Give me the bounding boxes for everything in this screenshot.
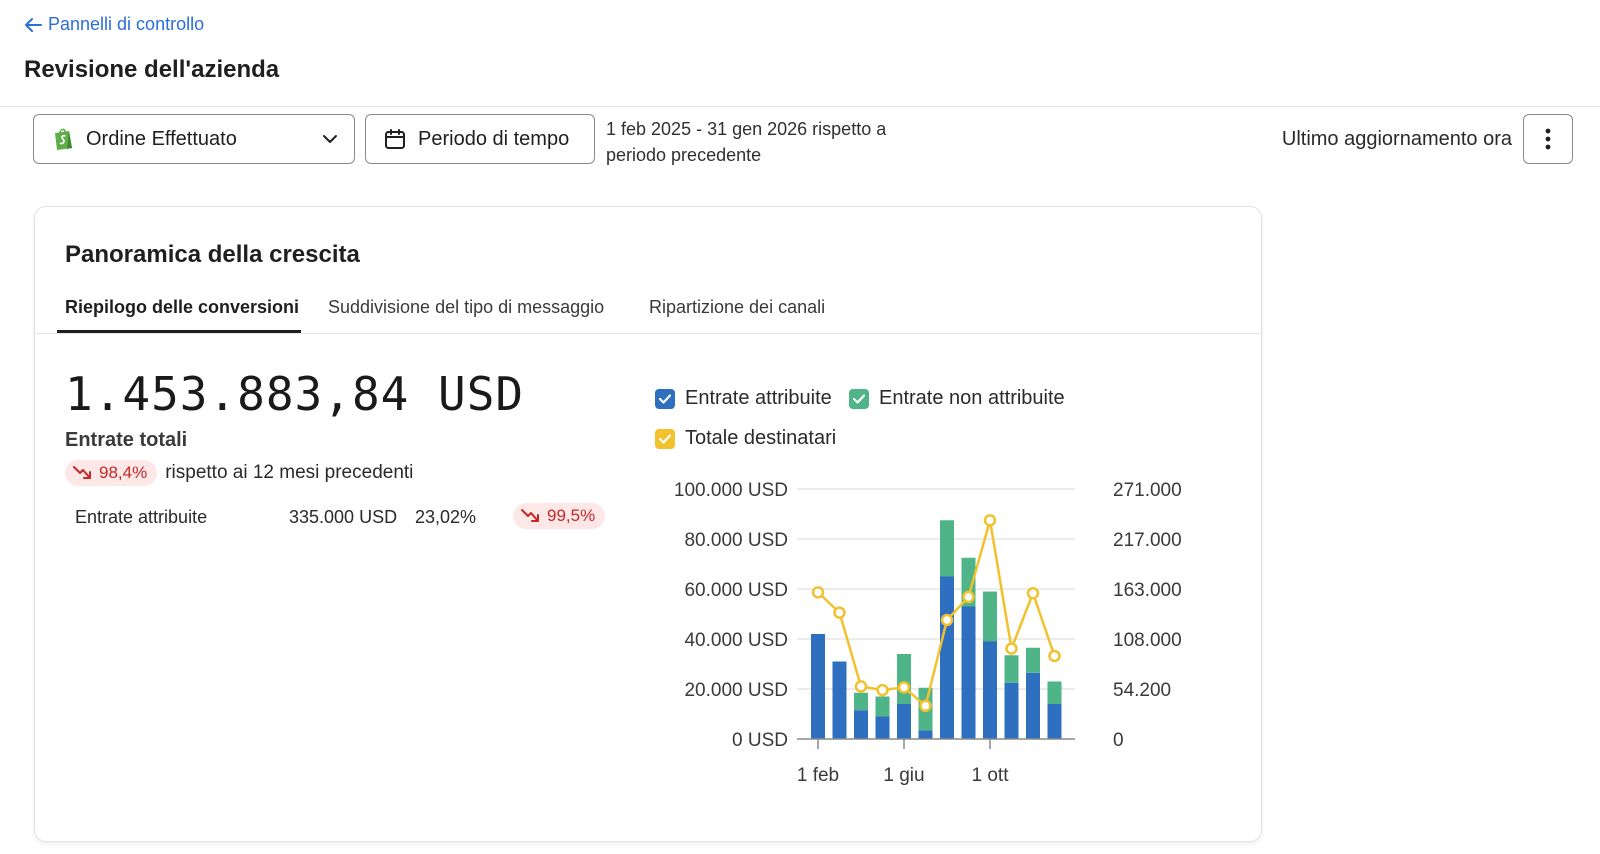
calendar-icon <box>385 129 405 149</box>
total-change-text: rispetto ai 12 mesi precedenti <box>165 462 414 483</box>
date-range-text: 1 feb 2025 - 31 gen 2026 rispetto a peri… <box>606 116 926 168</box>
metric-select[interactable]: Ordine Effettuato <box>33 114 355 164</box>
recipients-point <box>1026 586 1040 600</box>
x-tick-label: 1 giu <box>883 765 924 786</box>
trend-down-icon <box>521 509 539 522</box>
date-range-line2: periodo precedente <box>606 145 762 165</box>
y-tick-label-left: 60.000 USD <box>684 580 788 601</box>
recipients-point <box>940 613 954 627</box>
recipients-point <box>833 606 846 619</box>
bar-attributed <box>961 606 976 739</box>
bar-unattributed <box>1004 655 1019 683</box>
y-tick-label-right: 108.000 <box>1113 630 1182 651</box>
revenue-chart: 0 USD 0 20.000 USD 54.200 40.000 USD 108.000 6… <box>674 480 1182 786</box>
y-tick-label-right: 0 <box>1113 730 1124 751</box>
total-trend-row: 98,4% rispetto ai 12 mesi precedenti <box>65 460 413 486</box>
bar-attributed <box>897 704 911 739</box>
total-revenue-value: 1.453.883,84 USD <box>65 367 525 421</box>
header-divider <box>0 106 1600 107</box>
date-range-line1: 1 feb 2025 - 31 gen 2026 rispetto a <box>606 119 887 139</box>
recipients-point <box>811 586 825 599</box>
last-updated-text: Ultimo aggiornamento ora <box>1281 128 1512 150</box>
bar-unattributed <box>854 692 868 711</box>
attributed-change-badge: 99,5% <box>513 503 606 529</box>
bar-attributed <box>918 730 933 739</box>
arrow-left-icon <box>25 17 42 32</box>
legend-item-recipients[interactable]: Totale destinatari <box>655 427 836 450</box>
total-change-badge: 98,4% <box>65 460 158 486</box>
tabs-divider <box>35 333 1261 334</box>
checkbox-checked-icon <box>849 388 869 409</box>
bar-attributed <box>854 710 868 739</box>
bar-attributed <box>1047 704 1062 739</box>
y-tick-label-left: 100.000 USD <box>674 480 788 501</box>
total-revenue-label: Entrate totali <box>65 429 188 451</box>
legend-item-unattributed[interactable]: Entrate non attribuite <box>849 387 1065 410</box>
bar-unattributed <box>983 591 997 642</box>
bar-attributed <box>1004 682 1019 739</box>
legend-label-attributed: Entrate attribuite <box>685 387 832 409</box>
recipients-point <box>983 514 997 527</box>
card-title: Panoramica della crescita <box>65 241 360 268</box>
attributed-value: 335.000 USD <box>289 507 398 527</box>
y-tick-label-left: 20.000 USD <box>684 680 788 701</box>
legend-label-unattributed: Entrate non attribuite <box>879 387 1065 409</box>
y-tick-label-right: 217.000 <box>1113 530 1182 551</box>
bar-unattributed <box>875 696 890 717</box>
attributed-label: Entrate attribuite <box>75 507 208 527</box>
total-change-value: 98,4% <box>99 463 148 482</box>
y-tick-label-left: 40.000 USD <box>684 630 788 651</box>
recipients-point <box>1048 649 1061 663</box>
kebab-menu-icon <box>1545 128 1551 150</box>
legend-label-recipients: Totale destinatari <box>685 427 837 449</box>
period-button-label: Periodo di tempo <box>418 127 570 150</box>
bar-unattributed <box>1026 647 1040 673</box>
recipients-point <box>876 683 889 697</box>
bar-attributed <box>983 641 997 739</box>
checkbox-checked-icon <box>655 388 675 409</box>
attributed-change-value: 99,5% <box>547 506 596 525</box>
y-tick-label-right: 271.000 <box>1113 480 1182 501</box>
attributed-share: 23,02% <box>415 507 477 527</box>
bar-attributed <box>811 634 825 739</box>
shopify-bag-icon <box>55 128 72 150</box>
growth-overview-card: Panoramica della crescita Riepilogo dell… <box>34 206 1262 842</box>
tab-message-type[interactable]: Suddivisione del tipo di messaggio <box>328 297 605 317</box>
back-link[interactable]: Pannelli di controllo <box>24 14 204 35</box>
recipients-point <box>854 680 868 693</box>
bar-attributed <box>875 716 890 739</box>
active-tab-indicator <box>57 330 301 333</box>
bar-attributed <box>832 661 847 739</box>
y-tick-label-left: 0 USD <box>732 730 788 751</box>
recipients-line <box>817 519 1056 708</box>
recipients-point <box>897 681 911 694</box>
trend-down-icon <box>73 466 91 479</box>
chevron-down-icon <box>323 135 337 143</box>
back-link-label: Pannelli di controllo <box>48 14 205 34</box>
tab-conversion-summary[interactable]: Riepilogo delle conversioni <box>65 297 300 317</box>
bar-unattributed <box>1047 681 1062 704</box>
metric-select-label: Ordine Effettuato <box>86 127 237 150</box>
bar-attributed <box>940 576 954 739</box>
period-button[interactable]: Periodo di tempo <box>365 114 595 164</box>
legend-item-attributed[interactable]: Entrate attribuite <box>655 387 832 410</box>
tab-channels[interactable]: Ripartizione dei canali <box>649 297 826 317</box>
bar-attributed <box>1026 672 1040 739</box>
y-tick-label-right: 54.200 <box>1113 680 1171 701</box>
recipients-point <box>1005 642 1018 655</box>
recipients-point <box>919 699 932 713</box>
recipients-point <box>962 590 975 604</box>
y-tick-label-left: 80.000 USD <box>684 530 788 551</box>
checkbox-checked-icon <box>655 428 675 449</box>
more-options-button[interactable] <box>1523 114 1573 164</box>
page-title: Revisione dell'azienda <box>24 56 280 83</box>
bar-unattributed <box>897 654 911 704</box>
x-tick-label: 1 ott <box>972 765 1010 786</box>
y-tick-label-right: 163.000 <box>1113 580 1182 601</box>
x-tick-label: 1 feb <box>797 765 839 786</box>
bar-unattributed <box>940 520 954 577</box>
